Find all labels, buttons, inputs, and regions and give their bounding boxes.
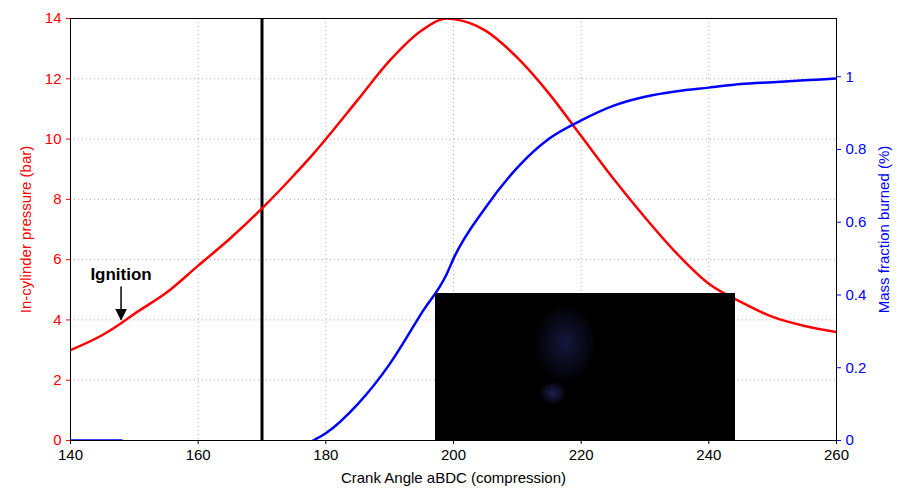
svg-text:0: 0 xyxy=(846,431,854,448)
svg-text:2: 2 xyxy=(53,371,61,388)
svg-text:200: 200 xyxy=(441,446,466,463)
svg-text:Crank Angle aBDC (compression): Crank Angle aBDC (compression) xyxy=(341,469,566,486)
svg-text:8: 8 xyxy=(53,190,61,207)
svg-text:4: 4 xyxy=(53,311,61,328)
svg-text:Mass fraction burned (%): Mass fraction burned (%) xyxy=(875,146,892,314)
svg-text:0.4: 0.4 xyxy=(846,286,867,303)
svg-text:6: 6 xyxy=(53,250,61,267)
svg-text:180: 180 xyxy=(313,446,338,463)
svg-text:12: 12 xyxy=(45,70,62,87)
svg-text:0: 0 xyxy=(53,431,61,448)
svg-text:1: 1 xyxy=(846,68,854,85)
svg-text:220: 220 xyxy=(569,446,594,463)
svg-text:In-cylinder pressure (bar): In-cylinder pressure (bar) xyxy=(17,146,34,314)
svg-text:0.8: 0.8 xyxy=(846,140,867,157)
svg-text:0.2: 0.2 xyxy=(846,359,867,376)
svg-text:14: 14 xyxy=(45,9,62,26)
svg-text:Ignition: Ignition xyxy=(90,265,151,284)
svg-text:140: 140 xyxy=(58,446,83,463)
svg-text:160: 160 xyxy=(186,446,211,463)
svg-text:0.6: 0.6 xyxy=(846,213,867,230)
svg-text:260: 260 xyxy=(824,446,849,463)
svg-text:240: 240 xyxy=(696,446,721,463)
svg-text:10: 10 xyxy=(45,130,62,147)
